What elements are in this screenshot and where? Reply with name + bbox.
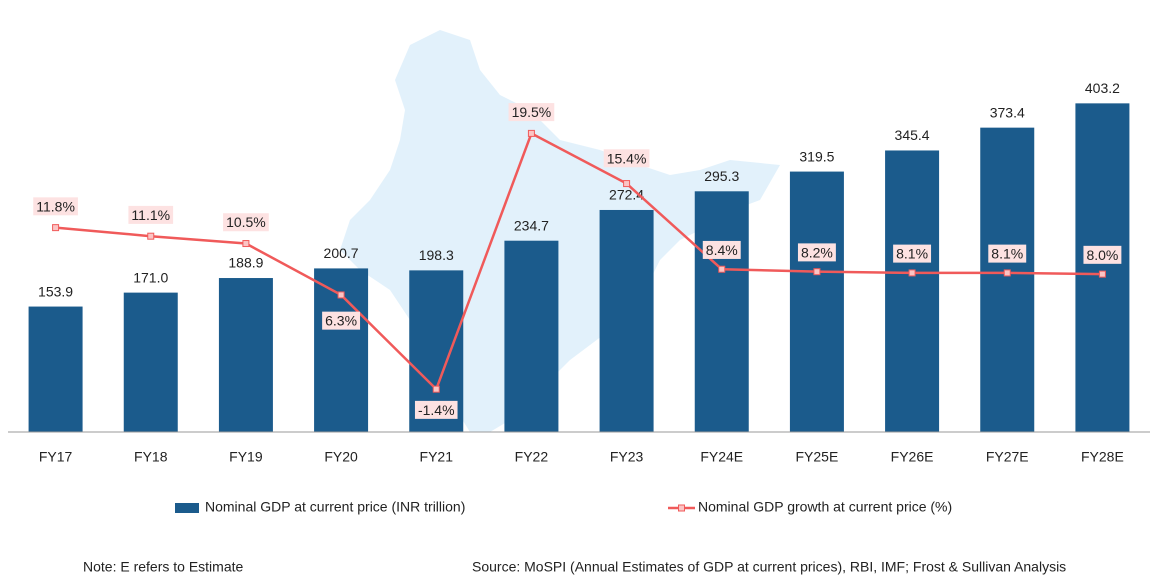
line-marker [52,224,60,232]
bar [218,278,273,432]
line-marker [1003,269,1011,277]
data-label: 200.7 [324,245,359,261]
line-marker [718,265,726,273]
data-label: 10.5% [226,214,266,230]
x-tick-label: FY27E [986,449,1029,465]
x-tick-label: FY21 [420,449,454,465]
x-tick-label: FY22 [515,449,549,465]
line-marker [1098,270,1106,278]
line-marker [623,180,631,188]
legend-swatch [175,503,199,513]
bar [599,209,654,432]
data-label: 295.3 [704,168,739,184]
legend-label: Nominal GDP at current price (INR trilli… [205,499,465,515]
data-label-bg [702,240,741,259]
data-label-bg [797,243,836,262]
x-tick-label: FY24E [700,449,743,465]
data-label: 188.9 [228,255,263,271]
note: Note: E refers to Estimate [83,559,243,575]
bar [504,240,559,432]
data-label-bg [508,103,555,122]
x-tick-label: FY20 [324,449,358,465]
line-marker [337,291,345,299]
data-label-bg [414,400,458,419]
data-label: 171.0 [133,269,168,285]
data-label: 8.1% [991,246,1023,262]
data-label-bg [1083,245,1122,264]
data-label: 153.9 [38,283,73,299]
x-tick-label: FY23 [610,449,644,465]
data-label: 8.0% [1086,247,1118,263]
data-label-bg [322,311,361,330]
data-label: 198.3 [419,247,454,263]
x-tick-label: FY18 [134,449,168,465]
legend-swatch-marker [678,504,685,512]
bar [980,127,1035,433]
data-label: 8.1% [896,246,928,262]
data-label: 11.1% [131,207,170,223]
x-tick-label: FY26E [891,449,934,465]
data-label: 403.2 [1085,80,1120,96]
line-marker [908,269,916,277]
bar [123,292,178,432]
data-label: 8.4% [706,242,738,258]
data-label-bg [603,149,650,168]
data-label: -1.4% [418,402,455,418]
data-label: 19.5% [512,104,552,120]
data-label: 8.2% [801,244,833,260]
data-label: 15.4% [607,150,647,166]
x-tick-label: FY25E [796,449,839,465]
bar [28,306,83,432]
data-label-bg [893,244,932,263]
bar [1075,103,1130,432]
x-tick-label: FY17 [39,449,73,465]
x-tick-label: FY19 [229,449,263,465]
data-label: 319.5 [799,148,834,164]
bar [885,150,940,432]
line-marker [147,232,155,240]
data-label-bg [988,244,1027,263]
bar [789,171,844,432]
data-label: 345.4 [895,127,930,143]
line-marker [242,240,250,248]
line [55,131,1103,392]
x-tick-label: FY28E [1081,449,1124,465]
data-label-bg [128,205,174,224]
line-marker [432,385,440,393]
data-label: 373.4 [990,104,1025,120]
bar [694,191,749,432]
source: Source: MoSPI (Annual Estimates of GDP a… [472,559,1066,575]
data-label-bg [223,213,269,232]
data-label: 11.8% [36,198,75,214]
data-label: 6.3% [325,313,357,329]
legend-label: Nominal GDP growth at current price (%) [698,499,952,515]
line-marker [527,129,535,137]
data-label: 234.7 [514,217,549,233]
data-label-bg [33,197,78,216]
line-marker [813,268,821,276]
